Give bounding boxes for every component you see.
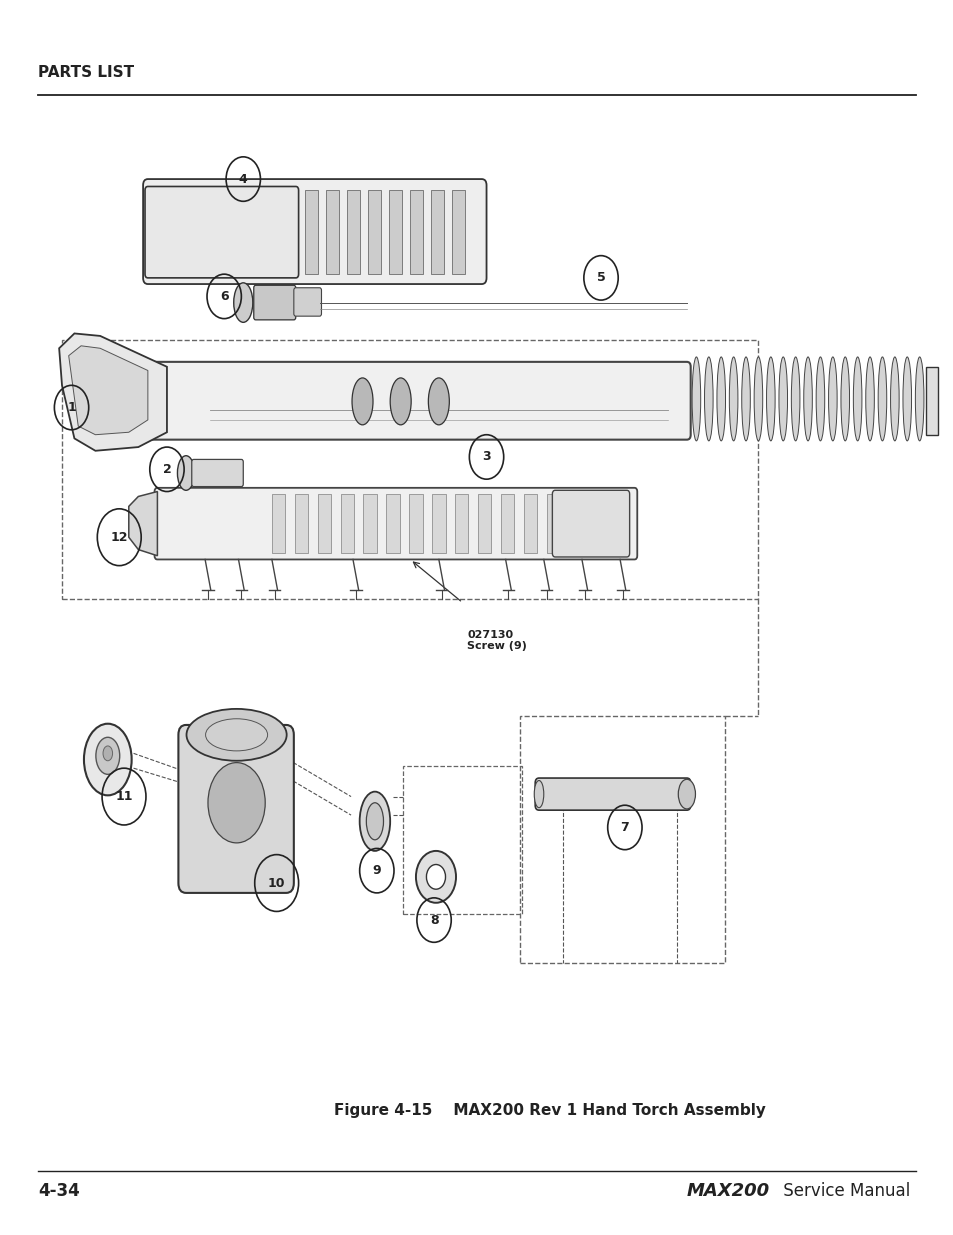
Text: 4: 4 — [238, 173, 248, 185]
Text: 5: 5 — [596, 272, 605, 284]
Ellipse shape — [778, 357, 786, 441]
Bar — [340, 494, 354, 553]
Bar — [368, 190, 380, 274]
Ellipse shape — [186, 709, 286, 761]
Ellipse shape — [827, 357, 837, 441]
Ellipse shape — [390, 378, 411, 425]
Ellipse shape — [902, 357, 911, 441]
Ellipse shape — [366, 803, 383, 840]
Bar — [432, 494, 445, 553]
Ellipse shape — [416, 851, 456, 903]
Bar — [455, 494, 468, 553]
Text: 7: 7 — [619, 821, 629, 834]
Bar — [500, 494, 514, 553]
Bar — [523, 494, 537, 553]
Text: 9: 9 — [372, 864, 381, 877]
Text: 12: 12 — [111, 531, 128, 543]
Ellipse shape — [753, 357, 762, 441]
Polygon shape — [69, 346, 148, 435]
Ellipse shape — [205, 719, 267, 751]
Ellipse shape — [802, 357, 811, 441]
Ellipse shape — [691, 357, 700, 441]
Bar — [546, 494, 559, 553]
Ellipse shape — [740, 357, 749, 441]
Ellipse shape — [877, 357, 886, 441]
Ellipse shape — [815, 357, 823, 441]
Polygon shape — [59, 333, 167, 451]
Text: 11: 11 — [115, 790, 132, 803]
Bar — [386, 494, 399, 553]
Ellipse shape — [728, 357, 738, 441]
Ellipse shape — [177, 456, 194, 490]
FancyBboxPatch shape — [552, 490, 629, 557]
FancyBboxPatch shape — [535, 778, 690, 810]
Bar — [409, 494, 422, 553]
Ellipse shape — [233, 283, 253, 322]
FancyBboxPatch shape — [192, 459, 243, 487]
Text: MAX200: MAX200 — [686, 1182, 769, 1200]
Bar — [925, 367, 937, 435]
Text: 10: 10 — [268, 877, 285, 889]
Ellipse shape — [765, 357, 774, 441]
Polygon shape — [129, 492, 157, 556]
Bar — [317, 494, 331, 553]
FancyBboxPatch shape — [145, 186, 298, 278]
Text: Service Manual: Service Manual — [777, 1182, 909, 1200]
Ellipse shape — [841, 357, 848, 441]
FancyBboxPatch shape — [178, 725, 294, 893]
Bar — [477, 494, 491, 553]
Ellipse shape — [852, 357, 862, 441]
Text: 3: 3 — [481, 451, 491, 463]
Ellipse shape — [790, 357, 799, 441]
Bar — [326, 190, 338, 274]
FancyBboxPatch shape — [143, 179, 486, 284]
FancyBboxPatch shape — [154, 488, 637, 559]
FancyBboxPatch shape — [294, 288, 321, 316]
Bar — [431, 190, 443, 274]
Ellipse shape — [352, 378, 373, 425]
Text: 4-34: 4-34 — [38, 1182, 80, 1200]
Text: 6: 6 — [219, 290, 229, 303]
Bar — [410, 190, 422, 274]
Text: PARTS LIST: PARTS LIST — [38, 65, 134, 80]
Bar — [389, 190, 401, 274]
Ellipse shape — [914, 357, 923, 441]
Ellipse shape — [717, 357, 724, 441]
Ellipse shape — [96, 737, 120, 774]
Ellipse shape — [703, 357, 712, 441]
Ellipse shape — [534, 781, 543, 808]
Bar — [519, 716, 724, 963]
Bar — [452, 190, 464, 274]
Ellipse shape — [103, 746, 112, 761]
Text: 8: 8 — [429, 914, 438, 926]
Bar — [62, 340, 758, 599]
Text: 027130
Screw (9): 027130 Screw (9) — [467, 630, 527, 651]
Ellipse shape — [678, 779, 695, 809]
Bar — [402, 766, 521, 914]
FancyBboxPatch shape — [253, 285, 295, 320]
Bar — [294, 494, 308, 553]
Text: Figure 4-15    MAX200 Rev 1 Hand Torch Assembly: Figure 4-15 MAX200 Rev 1 Hand Torch Asse… — [334, 1103, 765, 1118]
Ellipse shape — [864, 357, 873, 441]
Bar — [305, 190, 317, 274]
Text: 2: 2 — [162, 463, 172, 475]
FancyBboxPatch shape — [149, 362, 690, 440]
Ellipse shape — [889, 357, 898, 441]
Bar — [363, 494, 376, 553]
Bar — [272, 494, 285, 553]
Ellipse shape — [428, 378, 449, 425]
Ellipse shape — [426, 864, 445, 889]
Ellipse shape — [84, 724, 132, 795]
Ellipse shape — [359, 792, 390, 851]
Text: 1: 1 — [67, 401, 76, 414]
Bar — [347, 190, 359, 274]
Ellipse shape — [208, 762, 265, 842]
